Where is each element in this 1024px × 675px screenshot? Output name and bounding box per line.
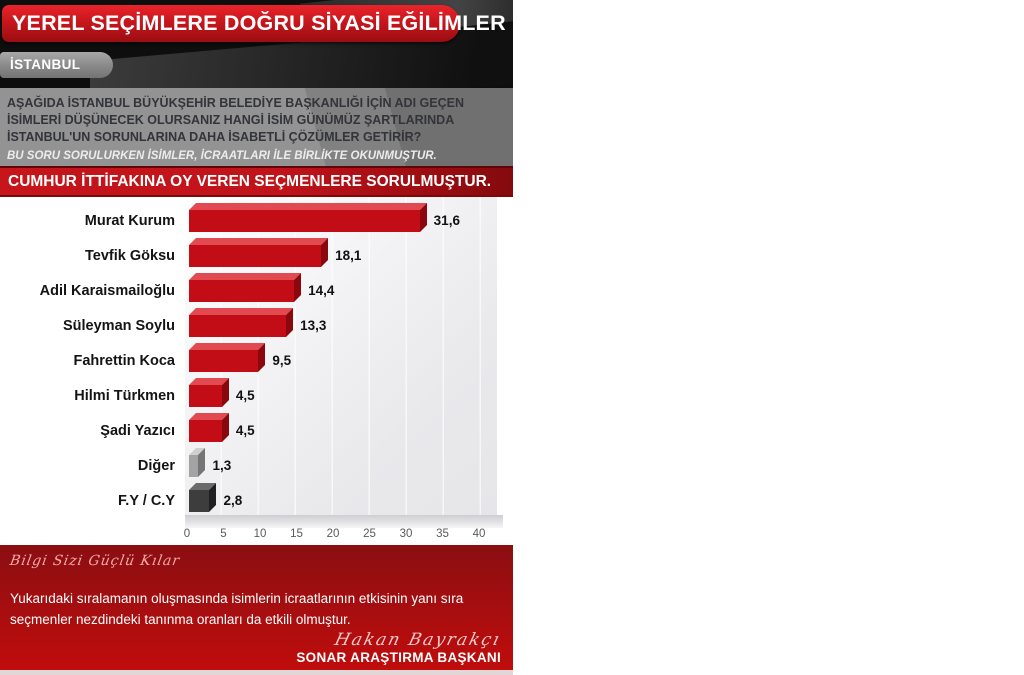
footer-note: Yukarıdaki sıralamanın oluşmasında isiml… [10,591,464,627]
bar-row: Şadi Yazıcı 4,5 [0,413,513,448]
bar-category-label: Süleyman Soylu [62,317,175,334]
x-axis-tick: 5 [220,528,227,540]
bar-category-label: F.Y / C.Y [118,492,175,509]
bar-chart: Murat Kurum 31,6 Tevfik Göksu 18,1 Adil Kara… [0,197,513,545]
bar-value-label: 9,5 [272,352,292,368]
bar-value-label: 14,4 [308,282,335,298]
bar-row: Adil Karaismailoğlu 14,4 [0,273,513,308]
question-block: AŞAĞIDA İSTANBUL BÜYÜKŞEHİR BELEDİYE BAŞ… [0,88,513,166]
bar-category-label: Şadi Yazıcı [100,422,175,439]
bar-category-label: Fahrettin Koca [73,352,175,369]
x-axis-tick: 20 [326,528,340,540]
x-axis-tick: 10 [253,528,267,540]
x-axis-tick: 0 [183,528,191,540]
bar-track: 4,5 [187,419,513,442]
bar-track: 18,1 [187,244,513,267]
x-axis-tick: 30 [399,528,413,540]
question-note: BU SORU SORULURKEN İSİMLER, İCRAATLARI İ… [7,149,437,162]
region-badge: İSTANBUL [0,52,113,78]
bar-category-label: Tevfik Göksu [85,247,175,264]
bar-category-label: Adil Karaismailoğlu [39,282,175,299]
bar-category-label: Diğer [137,457,175,474]
bar-rows: Murat Kurum 31,6 Tevfik Göksu 18,1 Adil Kara… [0,203,513,518]
x-axis: 0 5 10 15 20 25 30 35 40 [0,528,513,544]
bar [189,244,322,267]
page-title: YEREL SEÇİMLERE DOĞRU SİYASİ EĞİLİMLER [2,5,506,42]
plot-floor-shadow [185,515,503,528]
bar-track: 2,8 [187,489,513,512]
bar [189,489,210,512]
bar-row: Hilmi Türkmen 4,5 [0,378,513,413]
bar-track: 13,3 [187,314,513,337]
bar-track: 1,3 [187,454,513,477]
bar-row: F.Y / C.Y 2,8 [0,483,513,518]
x-axis-tick: 15 [290,528,303,540]
signature-block: Hakan Bayrakçı SONAR ARAŞTIRMA BAŞKANI [296,630,504,665]
signature-title: SONAR ARAŞTIRMA BAŞKANI [296,650,501,665]
bar [189,349,259,372]
bar [189,209,420,232]
bar-row: Fahrettin Koca 9,5 [0,343,513,378]
bottom-strip-decoration [0,670,513,675]
bar-category-label: Murat Kurum [84,212,175,229]
bar-value-label: 31,6 [433,212,460,228]
bar-row: Tevfik Göksu 18,1 [0,238,513,273]
bar-value-label: 13,3 [300,317,327,333]
x-axis-tick: 35 [436,528,449,540]
bar [189,279,295,302]
bar [189,314,287,337]
bar-row: Diğer 1,3 [0,448,513,483]
bar-value-label: 4,5 [235,422,255,438]
question-shade-decoration [0,88,513,166]
audience-banner: CUMHUR İTTİFAKINA OY VEREN SEÇMENLERE SO… [0,166,513,197]
bar-value-label: 1,3 [212,457,232,473]
bar-track: 31,6 [187,209,513,232]
bar-track: 14,4 [187,279,513,302]
bar-row: Süleyman Soylu 13,3 [0,308,513,343]
signature-handwriting: Hakan Bayrakçı [332,630,504,650]
bar-track: 4,5 [187,384,513,407]
bar [189,384,222,407]
footer-slogan: Bilgi Sizi Güçlü Kılar [8,553,182,569]
bar-category-label: Hilmi Türkmen [74,387,175,404]
bar-value-label: 18,1 [335,247,362,263]
question-text: AŞAĞIDA İSTANBUL BÜYÜKŞEHİR BELEDİYE BAŞ… [7,96,464,144]
bar-row: Murat Kurum 31,6 [0,203,513,238]
bar-value-label: 4,5 [235,387,255,403]
header: YEREL SEÇİMLERE DOĞRU SİYASİ EĞİLİMLER İ… [0,0,513,88]
footer: Bilgi Sizi Güçlü Kılar Yukarıdaki sırala… [0,545,513,670]
bar-track: 9,5 [187,349,513,372]
bar-value-label: 2,8 [223,492,243,508]
x-axis-tick: 40 [472,528,486,540]
bar [189,454,199,477]
bar [189,419,222,442]
poll-infographic: YEREL SEÇİMLERE DOĞRU SİYASİ EĞİLİMLER İ… [0,0,513,675]
x-axis-tick: 25 [363,528,376,540]
